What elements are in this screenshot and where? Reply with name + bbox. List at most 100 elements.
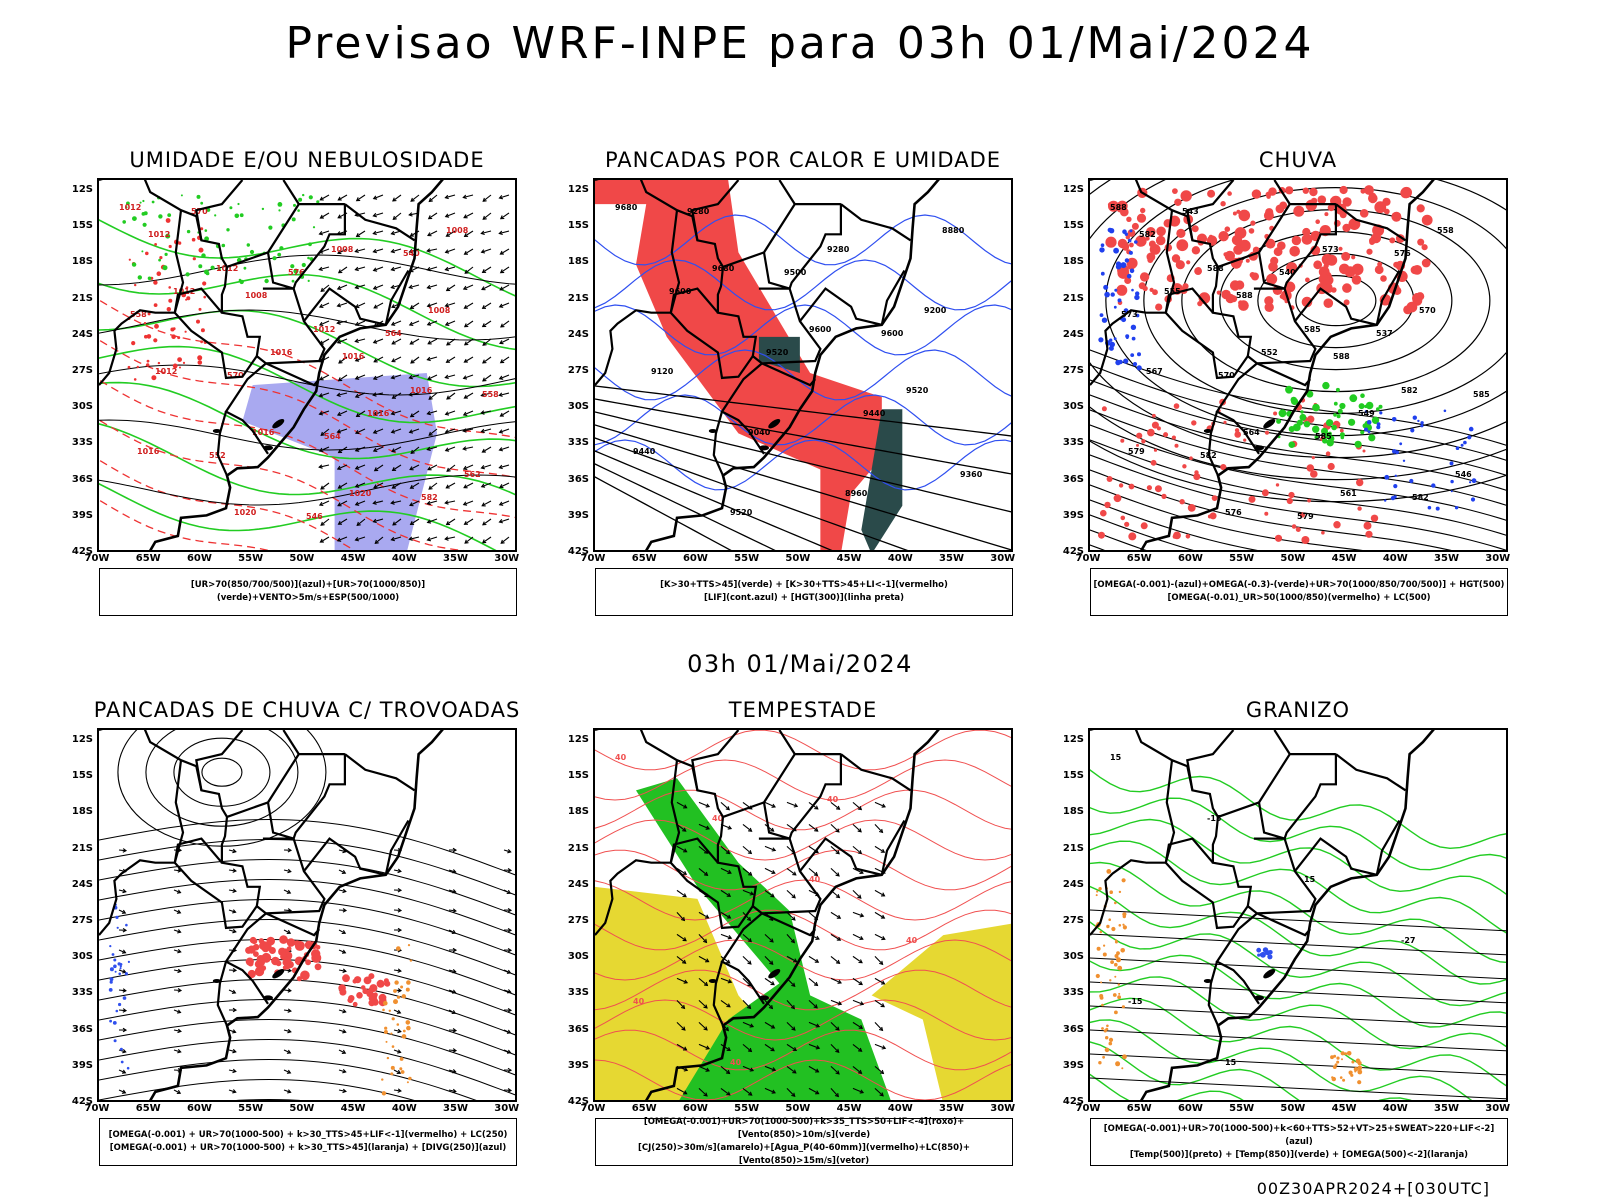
lon-tick-label: 30W [990,553,1016,564]
wind-vector [355,446,366,452]
wind-vector-head [372,392,377,397]
wind-vector-head [815,1090,820,1095]
streamline-arrow-head [287,1028,292,1034]
contour-label: 1016 [342,352,365,361]
wind-vector [500,248,510,255]
wind-vector [463,428,474,432]
storm-cell-red [280,951,287,958]
streamline-arrow [173,889,181,894]
omega-cell-orange [1104,1047,1110,1053]
rain-cell-red [1309,187,1318,197]
humidity-green-cell [151,200,155,204]
wind-vector-head [881,1045,887,1050]
rain-cell-red [1156,426,1161,431]
streamline-arrow [448,989,456,994]
storm-cell-orange [384,1026,388,1030]
contour-label: 585 [1315,432,1332,441]
lat-tick-label: 12S [1062,734,1084,746]
lif-contour [595,304,1011,356]
rain-cell-red [1126,257,1138,269]
rain-cell-green [1362,423,1368,429]
wind-vector [427,266,438,271]
wind-vector-head [879,1069,885,1075]
streamline-arrow-head [232,868,237,873]
coastline [1140,730,1435,1100]
omega-cell-orange [1121,878,1126,883]
border-line [669,837,719,864]
humidity-green-cell [293,268,299,274]
lat-tick-label: 27S [567,915,589,927]
streamline-arrow [228,889,236,892]
rain-cell-red [1342,223,1351,232]
divergence-dot [115,915,119,919]
rain-cell-red [1351,275,1362,285]
wind-vector-head [318,447,324,452]
humidity-green-cell [239,213,244,218]
precipitable-water-contour [595,909,1011,951]
rain-cell-red [1180,190,1192,202]
omega-cell-orange [1357,1061,1362,1066]
wind-vector-head [682,827,687,832]
wind-vector [373,446,384,452]
divergence-dot [109,967,114,972]
storm-cell-orange [396,1023,400,1026]
omega-cell-orange [1118,992,1121,995]
border-line [595,760,681,936]
wind-vector-head [408,374,413,380]
rain-cell-blue [1399,442,1403,446]
contour-label: 561 [1340,489,1357,498]
wind-vector [337,428,348,433]
wind-vector [676,912,685,921]
rain-cell-blue [1417,419,1420,423]
divergence-dot [109,1019,112,1023]
rain-cell-red [1326,286,1333,293]
wind-vector [808,1021,820,1028]
temp850-contour [1090,921,1506,1007]
lat-tick-label: 33S [71,437,93,449]
wind-vector [410,194,420,202]
rain-cell-red [1135,235,1147,247]
wind-vector-head [354,338,359,344]
humidity-green-cell [307,279,310,282]
lat-tick-label: 12S [567,734,589,746]
wind-vector [355,464,366,470]
map-canvas: 1012101210121016101610201008100810121016… [99,180,515,550]
wind-vector-head [498,429,504,434]
divergence-dot [118,972,121,976]
streamline-arrow [118,849,127,852]
rain-cell-red [1343,299,1350,306]
wind-vector [428,194,438,202]
wind-vector [391,320,402,326]
wind-vector [464,302,474,309]
streamline-arrow [338,1089,347,1092]
rain-cell-red [1129,242,1134,248]
streamline-arrow [338,1049,346,1054]
wind-vector-head [481,269,487,273]
omega-cell-orange [1118,924,1122,927]
streamline-arrow-head [287,868,292,874]
wind-vector [355,428,366,434]
wind-vector [373,482,384,489]
wind-vector-head [444,213,450,218]
wind-vector-head [446,467,451,472]
rain-cell-red [1152,413,1156,418]
wind-vector-head [878,828,884,834]
storm-cell-orange [391,1045,395,1048]
lat-tick-label: 24S [567,328,589,340]
humidity-green-cell [307,256,310,260]
wind-vector-head [319,214,324,219]
rain-cell-red [1149,244,1161,255]
wind-vector [764,845,776,852]
rain-cell-blue [1366,420,1372,425]
wind-vector [320,518,330,526]
rain-cell-red [1264,511,1269,516]
wind-vector [445,410,456,415]
omega-cell-orange [1108,1041,1113,1046]
contour-label: 558 [482,390,499,399]
lat-tick-label: 15S [71,220,93,232]
wind-vector-head [337,484,342,489]
wind-vector-head [880,980,886,985]
lat-tick-label: 42S [1062,1096,1084,1107]
wind-vector-head [881,803,886,808]
wind-vector-head [392,197,397,202]
